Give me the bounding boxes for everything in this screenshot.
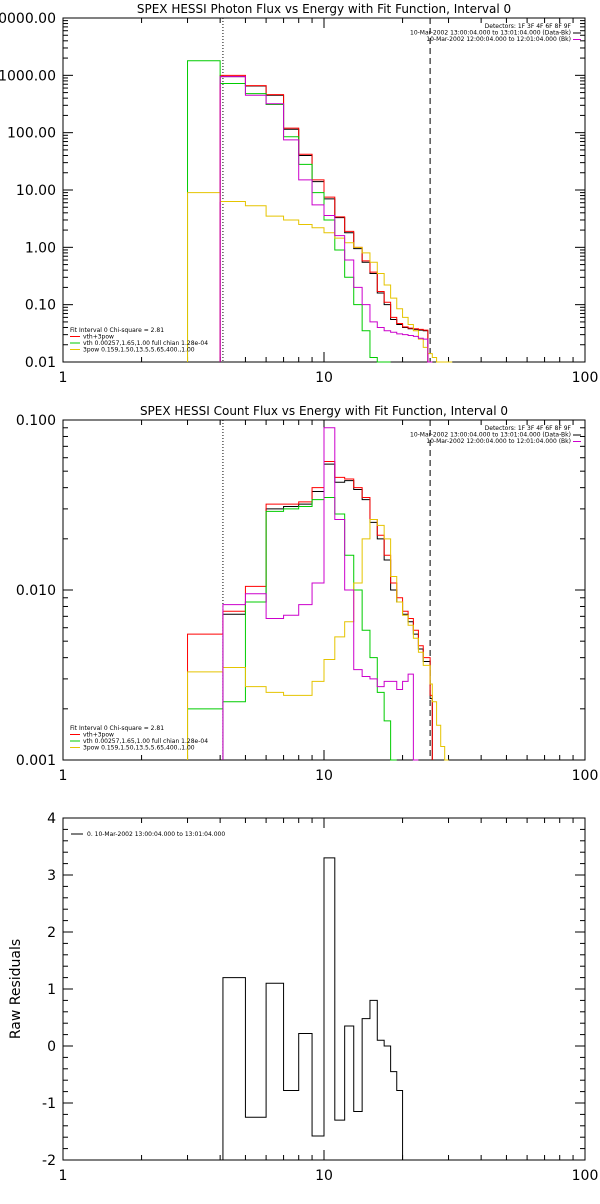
legend-entry: Fit Interval 0 Chi-square = 2.81 <box>70 327 164 334</box>
y-tick-label: 1000.00 <box>0 68 56 84</box>
series-vth-3pow-line <box>187 461 433 760</box>
legend-entry: vth+3pow <box>83 334 114 341</box>
y-tick-label: 1 <box>47 982 56 998</box>
y-tick-label: 0.010 <box>16 583 56 599</box>
series-residual-line <box>222 857 404 1160</box>
series-3pow-line <box>187 518 449 761</box>
plot-1 <box>62 419 586 761</box>
y-tick-label: -2 <box>42 1153 56 1169</box>
y-tick-label: 3 <box>47 868 56 884</box>
legend-entry: 0. 10-Mar-2002 13:00:04.000 to 13:01:04.… <box>87 831 225 838</box>
y-axis-label: Raw Residuals <box>8 939 24 1039</box>
y-tick-label: 10000.00 <box>0 11 56 27</box>
series-vth-line <box>187 497 397 761</box>
legend-entry: vth 0.00257,1.65,1.00 full chian 1.28e-0… <box>83 738 208 745</box>
x-tick-label: 10 <box>315 768 333 784</box>
series-total-line <box>219 76 433 363</box>
x-tick-label: 100 <box>572 1168 599 1184</box>
y-tick-label: -1 <box>42 1096 56 1112</box>
header-line: 10-Mar-2002 13:00:04.000 to 13:01:04.000… <box>410 30 571 37</box>
x-tick-label: 10 <box>315 370 333 386</box>
series-data-line <box>222 427 419 761</box>
header-line: 10-Mar-2002 13:00:04.000 to 13:01:04.000… <box>410 432 571 439</box>
y-tick-label: 2 <box>47 925 56 941</box>
series-vth-line <box>187 60 391 363</box>
y-tick-label: 0.01 <box>25 355 56 371</box>
legend-entry: 3pow 0.159,1.50,13.5,5.65,400.,1.00 <box>83 745 195 752</box>
x-tick-label: 1 <box>59 1168 68 1184</box>
y-tick-label: 0.001 <box>16 753 56 769</box>
plot-0 <box>62 17 586 363</box>
series-total-line <box>222 463 433 760</box>
x-tick-label: 100 <box>572 768 599 784</box>
series-vth-3pow-line <box>219 74 433 363</box>
y-tick-label: 100.00 <box>7 126 56 142</box>
header-line: Detectors: 1F 3F 4F 6F 8F 9F <box>485 425 572 432</box>
header-line: 10-Mar-2002 12:00:04.000 to 12:01:04.000… <box>426 438 571 445</box>
x-tick-label: 100 <box>572 370 599 386</box>
chart-title: SPEX HESSI Photon Flux vs Energy with Fi… <box>137 2 511 16</box>
legend-entry: Fit Interval 0 Chi-square = 2.81 <box>70 725 164 732</box>
plot-2 <box>62 817 586 1161</box>
x-tick-label: 1 <box>59 768 68 784</box>
y-tick-label: 10.00 <box>16 183 56 199</box>
x-tick-label: 10 <box>315 1168 333 1184</box>
header-line: 10-Mar-2002 12:00:04.000 to 12:01:04.000… <box>426 36 571 43</box>
series-3pow-line <box>187 192 453 363</box>
y-tick-label: 1.00 <box>25 240 56 256</box>
y-tick-label: 0 <box>47 1039 56 1055</box>
legend-entry: 3pow 0.159,1.50,13.5,5.65,400.,1.00 <box>83 347 195 354</box>
chart-title: SPEX HESSI Count Flux vs Energy with Fit… <box>140 404 508 418</box>
x-tick-label: 1 <box>59 370 68 386</box>
y-tick-label: 4 <box>47 811 56 827</box>
y-tick-label: 0.10 <box>25 298 56 314</box>
header-line: Detectors: 1F 3F 4F 6F 8F 9F <box>485 23 572 30</box>
legend-entry: vth+3pow <box>83 732 114 739</box>
legend-entry: vth 0.00257,1.65,1.00 full chian 1.28e-0… <box>83 340 208 347</box>
y-tick-label: 0.100 <box>16 413 56 429</box>
series-data-line <box>219 76 433 363</box>
